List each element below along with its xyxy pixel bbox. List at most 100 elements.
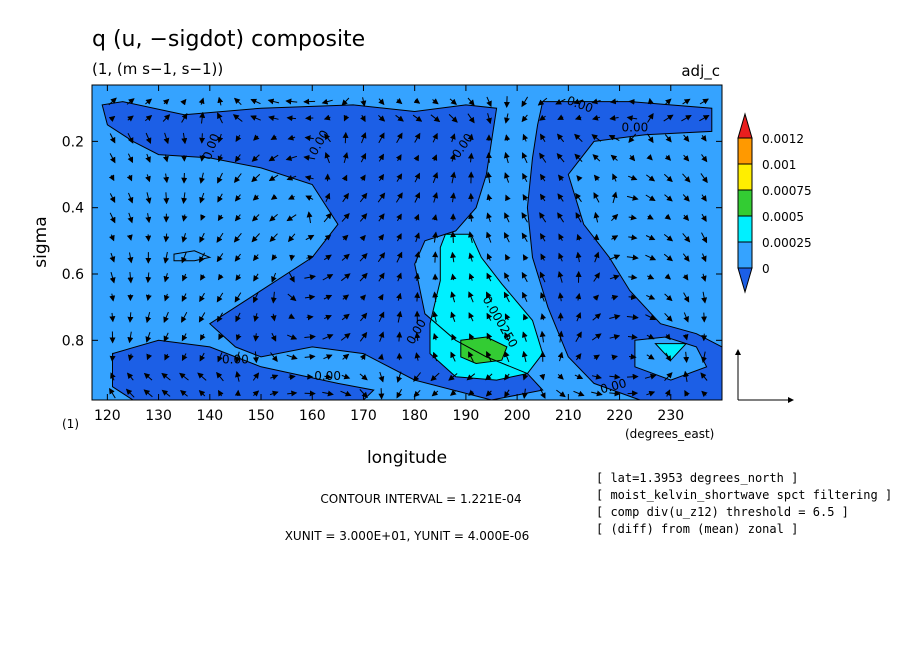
vector-arrow [145,213,152,224]
vector-arrow [109,153,116,164]
vector-arrow [322,274,334,281]
vector-arrow [127,272,134,284]
vector-arrow [253,333,260,342]
vector-arrow [664,194,673,202]
vector-arrow [232,114,243,122]
vector-arrow [486,253,493,261]
contour-region-2 [112,340,374,400]
vector-arrow [537,97,548,106]
vector-arrow [305,234,315,241]
info-line: [ (diff) from (mean) zonal ] [596,522,798,536]
plot-area [92,85,722,400]
vector-arrow [450,171,457,184]
vector-arrow [179,372,189,381]
vector-arrow [287,233,296,243]
colorbar-label: 0.00025 [762,236,812,250]
vector-arrow [342,152,349,164]
vector-arrow [646,390,656,397]
vector-arrow [127,192,134,204]
vector-arrow [125,388,135,398]
vector-arrow [664,312,673,322]
vector-arrow [268,115,279,122]
vector-arrow [593,354,600,361]
vector-arrow [378,388,385,400]
vector-arrow [108,97,117,106]
vector-arrow [252,390,260,397]
vector-arrow [250,98,261,105]
vector-arrow [287,134,296,141]
contour-interval: CONTOUR INTERVAL = 1.221E-04 [320,492,521,506]
vector-arrow [522,133,529,142]
vector-arrow [556,133,565,143]
vector-arrow [199,232,205,243]
vector-arrow [626,254,639,261]
vector-arrow [682,214,690,221]
vector-arrow [359,389,368,399]
vector-arrow [324,151,331,164]
vector-arrow [486,212,492,223]
colorbar-overflow-high [737,112,753,139]
vector-arrow [286,354,298,360]
vector-arrow [306,314,314,321]
vector-arrow [449,133,456,143]
vector-arrow [252,194,260,201]
vector-arrow [592,294,599,301]
vector-arrow [664,293,673,302]
vector-arrow [557,373,564,380]
colorbar-label: 0.00075 [762,184,812,198]
vector-arrow [555,98,566,105]
vector-arrow [234,351,241,363]
vector-arrow [216,312,224,323]
vector-arrow [557,330,564,343]
vector-arrow [306,211,313,224]
vector-arrow [396,213,402,222]
vector-arrow [663,253,673,262]
vector-arrow [109,193,116,203]
vector-arrow [360,97,367,107]
vector-arrow [684,390,690,397]
vector-arrow [126,372,134,381]
vector-arrow [592,313,602,321]
vector-arrow [378,132,385,144]
vector-arrow [145,272,152,284]
vector-arrow [701,232,708,244]
vector-arrow [645,314,657,320]
vector-arrow [180,98,187,106]
vector-arrow [162,154,169,163]
vector-arrow [253,313,260,322]
vector-arrow [486,272,492,282]
vector-arrow [396,388,403,399]
vector-arrow [557,193,564,202]
vector-arrow [414,232,420,243]
contour-region-6 [430,234,543,381]
vector-arrow [468,212,475,222]
vector-arrow [181,192,188,204]
vector-arrow [269,214,278,222]
vector-arrow [539,152,547,163]
vector-arrow [575,251,582,263]
vector-arrow [378,311,385,323]
vector-arrow [683,351,690,363]
vector-arrow [647,97,654,105]
vector-arrow [377,252,386,263]
vector-arrow [450,192,457,203]
vector-arrow [341,212,350,222]
vector-arrow [126,98,135,105]
vector-arrow [377,192,386,203]
y-axis-ticks: 0.2 0.4 0.6 0.8 [62,134,722,349]
vector-arrow [233,173,242,183]
vector-arrow [163,132,170,145]
reference-vector [735,349,794,403]
vector-arrow [700,273,707,282]
vector-arrow [323,314,332,321]
vector-arrow [304,274,316,281]
vector-arrow [217,154,224,163]
x-tick-label: 130 [145,408,172,424]
vector-arrow [234,253,241,262]
vector-arrow [450,251,457,263]
vector-arrow [557,351,564,362]
y-axis-label: sigma [31,216,51,267]
vector-arrow [377,353,384,361]
vector-arrow [161,372,171,381]
